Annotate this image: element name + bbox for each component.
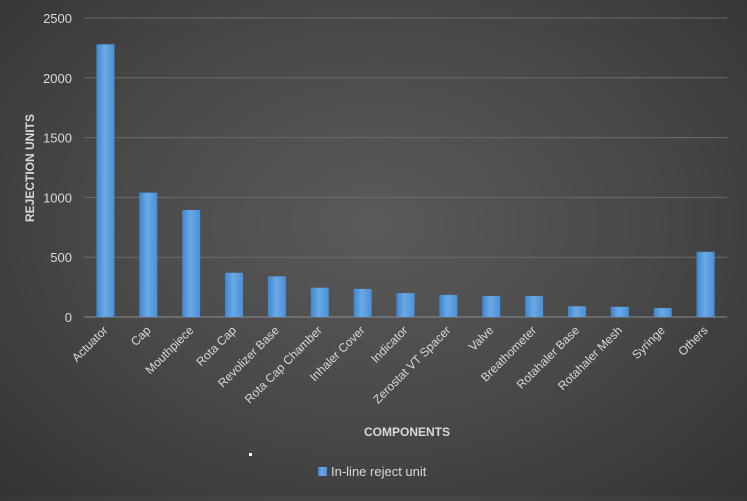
- bar: [439, 294, 458, 317]
- bar: [653, 308, 672, 317]
- bar: [96, 44, 115, 317]
- marker-dot: [249, 453, 252, 456]
- x-tick-label: Others: [675, 323, 710, 358]
- bar: [267, 276, 286, 317]
- x-tick-label: Valve: [466, 323, 497, 354]
- bar: [225, 272, 244, 317]
- y-tick-label: 1000: [43, 190, 72, 205]
- bar: [396, 293, 415, 317]
- bar: [567, 306, 586, 317]
- y-tick-label: 2500: [43, 11, 72, 26]
- bar: [182, 209, 201, 317]
- bar: [310, 287, 329, 317]
- gridlines: [84, 17, 727, 318]
- bar: [525, 296, 544, 317]
- bar: [696, 251, 715, 317]
- y-tick-label: 0: [65, 310, 72, 325]
- bars: [96, 44, 715, 317]
- legend-label: In-line reject unit: [331, 464, 427, 479]
- legend-swatch: [318, 467, 327, 476]
- y-axis-title: REJECTION UNITS: [23, 114, 37, 222]
- bar: [610, 306, 629, 317]
- y-tick-label: 1500: [43, 131, 72, 146]
- x-tick-label: Zerostat VT Spacer: [370, 323, 453, 406]
- x-tick-label: Actuator: [69, 323, 111, 365]
- x-axis-title: COMPONENTS: [364, 425, 450, 439]
- bar: [353, 288, 372, 317]
- bar: [482, 296, 501, 317]
- x-tick-label: Indicator: [368, 323, 410, 365]
- bar: [139, 192, 158, 317]
- x-tick-label: Cap: [128, 323, 154, 349]
- y-tick-label: 2000: [43, 71, 72, 86]
- y-axis-ticks: 0 500 1000 1500 2000 2500: [43, 11, 72, 325]
- x-tick-label: Rota Cap Chamber: [242, 323, 325, 406]
- x-tick-label: Syringe: [629, 323, 668, 362]
- y-tick-label: 500: [50, 250, 72, 265]
- legend: In-line reject unit: [318, 464, 427, 479]
